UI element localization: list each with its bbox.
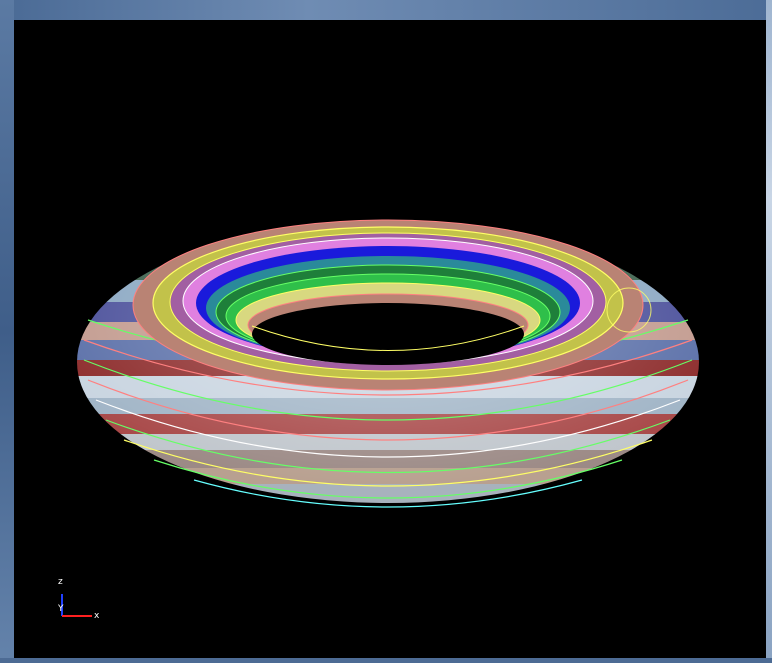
torus-hole [252, 303, 524, 365]
torus-inner-rings [132, 219, 644, 391]
axis-triad [61, 594, 92, 617]
x-axis-label: x [94, 611, 100, 621]
z-axis-label: z [58, 577, 63, 587]
window-frame-bottom [0, 658, 772, 663]
torus-render[interactable] [14, 20, 766, 658]
y-axis-label: Y [58, 604, 64, 614]
window-frame-left [0, 0, 14, 663]
3d-viewport[interactable]: z Y x [14, 20, 766, 658]
window-frame-right [766, 0, 772, 663]
window-frame-top [0, 0, 772, 20]
torus-edge-marker [606, 287, 652, 333]
